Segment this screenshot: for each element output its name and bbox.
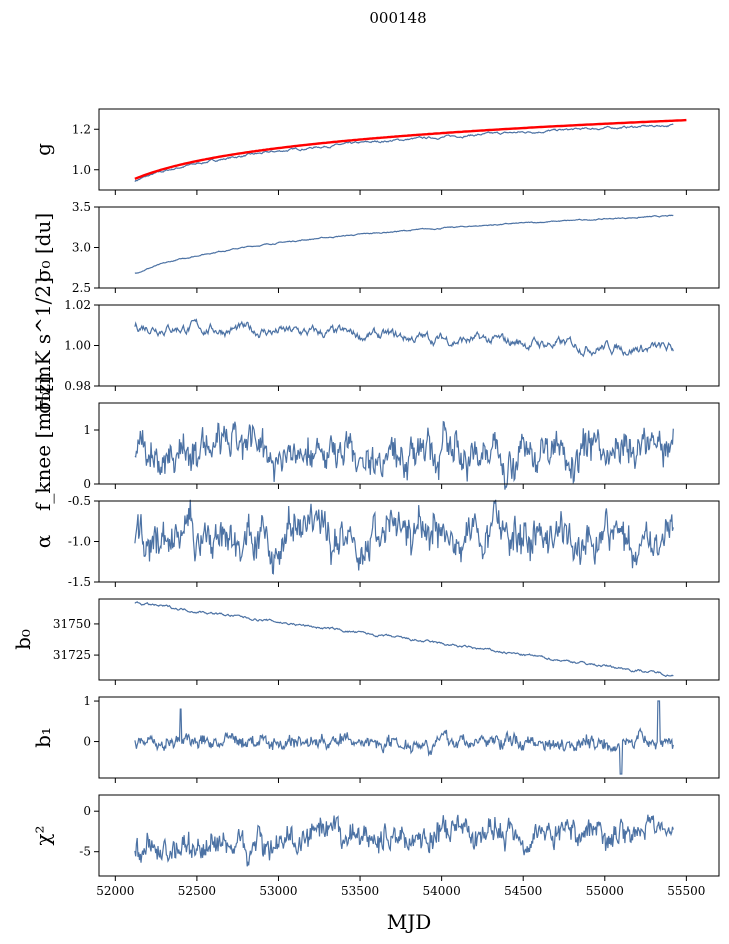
- panel-b1: 0 1 b₁: [31, 694, 720, 783]
- series-line-b0: [134, 601, 674, 678]
- y-axis-label-b1: b₁: [31, 727, 55, 748]
- y-tick-label-alpha: -0.5: [68, 494, 91, 508]
- y-tick-label-b1: 1: [83, 694, 91, 708]
- x-tick-label: 55000: [586, 884, 624, 898]
- y-axis-label-g: g: [31, 143, 55, 156]
- y-tick-label-fknee: 0: [83, 477, 91, 491]
- panel-alpha: -1.5 -1.0 -0.5 α: [31, 494, 720, 589]
- y-tick-label-sigma0-du: 3.0: [72, 241, 91, 255]
- series-line-sigma0-du: [134, 214, 674, 274]
- y-axis-label-sigma0-du: σ₀ [du]: [31, 213, 55, 282]
- x-tick-label: 52000: [96, 884, 134, 898]
- y-tick-label-sigma0-mk: 0.98: [64, 379, 91, 393]
- y-tick-label-alpha: -1.5: [68, 575, 91, 589]
- series-line-b1: [134, 700, 674, 775]
- series-line-chi2: [134, 814, 674, 867]
- y-axis-label-b0: b₀: [11, 629, 35, 650]
- panel-sigma0-mk: 0.98 1.00 1.02 σ₀[mK s^1/2]: [31, 277, 720, 414]
- panels: 1.0 1.2 g 2.5 3.0 3.5 σ₀ [du] 0.98 1.00 1.02 σ₀[mK…: [11, 108, 720, 898]
- y-axis-label-fknee: f_knee [mHz]: [31, 376, 55, 511]
- y-tick-label-b0: 31750: [53, 617, 91, 631]
- panel-b0: 31725 31750 b₀: [11, 598, 720, 685]
- series-line-fknee: [134, 420, 674, 490]
- overlay-line-g: [134, 118, 687, 180]
- series-line-alpha: [134, 499, 674, 575]
- panel-frame-fknee: [98, 402, 720, 485]
- y-axis-label-chi2: χ²: [31, 825, 55, 845]
- y-tick-label-alpha: -1.0: [68, 535, 91, 549]
- x-axis-label: MJD: [387, 910, 432, 934]
- panel-fknee: 0 1 f_knee [mHz]: [31, 376, 720, 511]
- y-tick-label-sigma0-du: 2.5: [72, 281, 91, 295]
- y-tick-label-sigma0-mk: 1.00: [64, 339, 91, 353]
- panel-frame-b1: [98, 696, 720, 779]
- x-tick-label: 53500: [341, 884, 379, 898]
- y-axis-label-sigma0-mk: σ₀[mK s^1/2]: [31, 277, 55, 414]
- y-tick-label-b0: 31725: [53, 648, 91, 662]
- panel-frame-sigma0-mk: [98, 304, 720, 387]
- y-tick-label-g: 1.2: [72, 122, 91, 136]
- panel-g: 1.0 1.2 g: [31, 108, 720, 195]
- y-tick-label-fknee: 1: [83, 423, 91, 437]
- figure-title: 000148: [369, 9, 426, 27]
- x-tick-label: 53000: [259, 884, 297, 898]
- y-tick-label-sigma0-du: 3.5: [72, 200, 91, 214]
- y-tick-label-g: 1.0: [72, 163, 91, 177]
- x-tick-label: 54500: [504, 884, 542, 898]
- panel-frame-g: [98, 108, 720, 191]
- y-tick-label-chi2: 0: [83, 804, 91, 818]
- x-tick-label: 54000: [423, 884, 461, 898]
- x-tick-label: 52500: [178, 884, 216, 898]
- panel-frame-chi2: [98, 794, 720, 877]
- y-axis-label-alpha: α: [31, 535, 55, 549]
- y-tick-label-b1: 0: [83, 735, 91, 749]
- panel-frame-b0: [98, 598, 720, 681]
- panel-sigma0-du: 2.5 3.0 3.5 σ₀ [du]: [31, 200, 720, 295]
- x-tick-label: 55500: [667, 884, 705, 898]
- panel-chi2: -5 0 52000 52500 53000 53500 54000 54500 55000 55…: [31, 794, 720, 898]
- panel-frame-sigma0-du: [98, 206, 720, 289]
- y-tick-label-sigma0-mk: 1.02: [64, 298, 91, 312]
- series-line-sigma0-mk: [134, 318, 674, 358]
- series-line-g: [134, 123, 674, 182]
- y-tick-label-chi2: -5: [79, 845, 91, 859]
